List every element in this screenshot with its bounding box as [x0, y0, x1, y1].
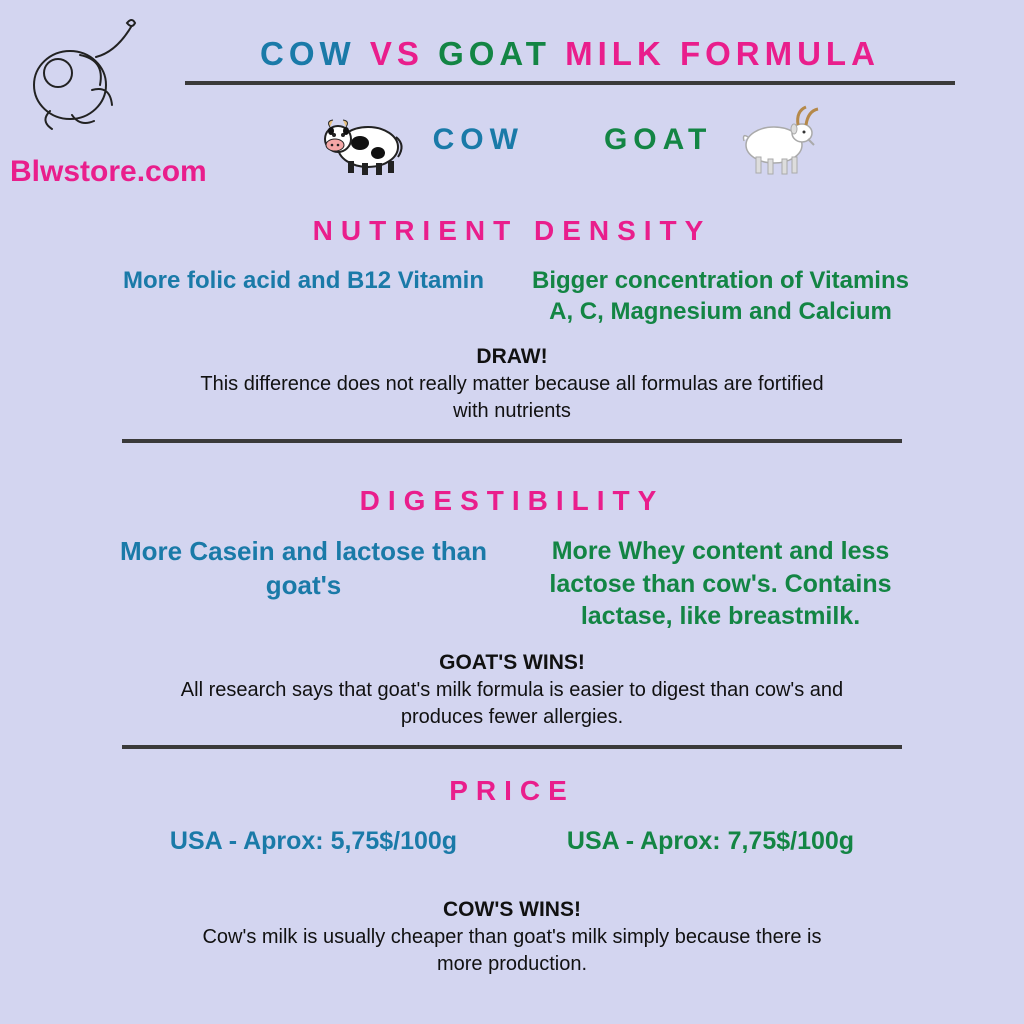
digest-verdict-body: All research says that goat's milk formu… — [100, 677, 924, 731]
title-word-goat: GOAT — [438, 35, 551, 72]
cow-icon — [318, 105, 408, 175]
title-underline — [185, 81, 955, 85]
price-verdict-heading: COW'S WINS! — [100, 898, 924, 922]
section-title-digest: DIGESTIBILITY — [100, 485, 924, 517]
goat-icon — [732, 103, 822, 178]
digest-verdict-heading: GOAT'S WINS! — [100, 651, 924, 675]
site-name: Blwstore.com — [10, 155, 207, 189]
goat-label: GOAT — [604, 123, 712, 157]
price-cow-text: USA - Aprox: 5,75$/100g — [130, 825, 497, 858]
nutrient-goat-text: Bigger concentration of Vitamins A, C, M… — [527, 265, 914, 327]
title-word-milk-formula: MILK FORMULA — [565, 35, 880, 72]
cow-label: COW — [433, 123, 524, 157]
price-verdict-body: Cow's milk is usually cheaper than goat'… — [100, 924, 924, 978]
animals-row: COW GOAT — [185, 95, 955, 185]
section-price: PRICE USA - Aprox: 5,75$/100g USA - Apro… — [100, 775, 924, 978]
divider — [122, 745, 902, 749]
section-title-price: PRICE — [100, 775, 924, 807]
title-word-cow: COW — [260, 35, 356, 72]
title-bar: COW VS GOAT MILK FORMULA — [185, 35, 955, 85]
section-nutrient-density: NUTRIENT DENSITY More folic acid and B12… — [100, 215, 924, 443]
digest-cow-text: More Casein and lactose than goat's — [110, 535, 497, 633]
section-digestibility: DIGESTIBILITY More Casein and lactose th… — [100, 485, 924, 749]
baby-logo-icon — [20, 15, 160, 135]
nutrient-verdict-heading: DRAW! — [100, 345, 924, 369]
digest-goat-text: More Whey content and less lactose than … — [527, 535, 914, 633]
section-title-nutrient: NUTRIENT DENSITY — [100, 215, 924, 247]
main-title: COW VS GOAT MILK FORMULA — [185, 35, 955, 73]
nutrient-verdict-body: This difference does not really matter b… — [100, 371, 924, 425]
price-goat-text: USA - Aprox: 7,75$/100g — [527, 825, 894, 858]
divider — [122, 439, 902, 443]
title-word-vs: VS — [370, 35, 424, 72]
nutrient-cow-text: More folic acid and B12 Vitamin — [110, 265, 497, 327]
